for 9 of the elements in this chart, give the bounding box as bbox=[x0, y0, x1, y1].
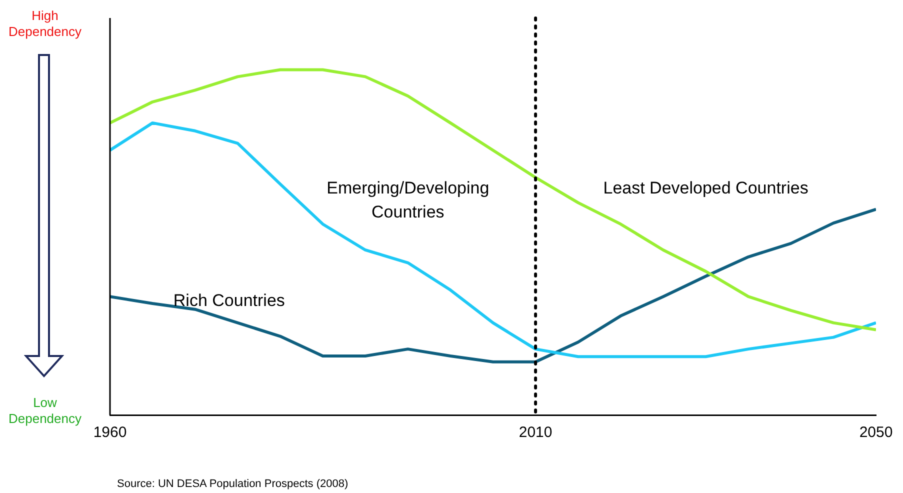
x-tick-label: 2010 bbox=[518, 424, 552, 442]
x-tick-label: 1960 bbox=[93, 424, 127, 442]
text: High Dependency bbox=[8, 8, 82, 40]
text: Low Dependency bbox=[8, 395, 82, 427]
series-label: Rich Countries bbox=[173, 290, 285, 310]
x-tick-label: 2050 bbox=[859, 424, 893, 442]
source-note: Source: UN DESA Population Prospects (2008) bbox=[117, 477, 348, 492]
series-label: Emerging/Developing Countries bbox=[326, 178, 490, 222]
series-label: Least Developed Countries bbox=[603, 178, 808, 198]
